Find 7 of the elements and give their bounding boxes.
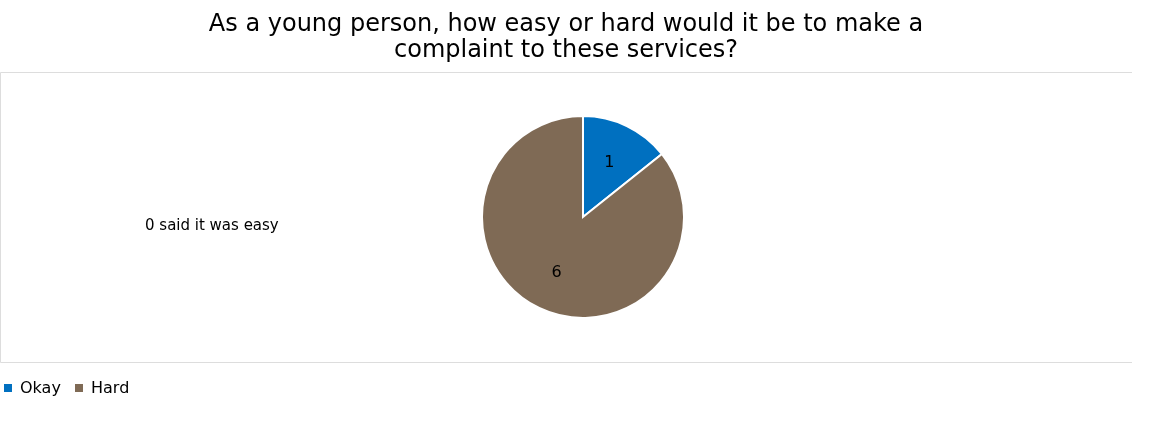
data-label: 1 (604, 152, 615, 172)
data-label: 6 (551, 261, 562, 281)
legend-label: Hard (91, 378, 130, 397)
legend-label: Okay (20, 378, 61, 397)
chart-title: As a young person, how easy or hard would it be to make a complaint to these services? (208, 9, 924, 63)
pie-slice (481, 115, 685, 319)
text: 0 said it was easy (145, 216, 279, 234)
